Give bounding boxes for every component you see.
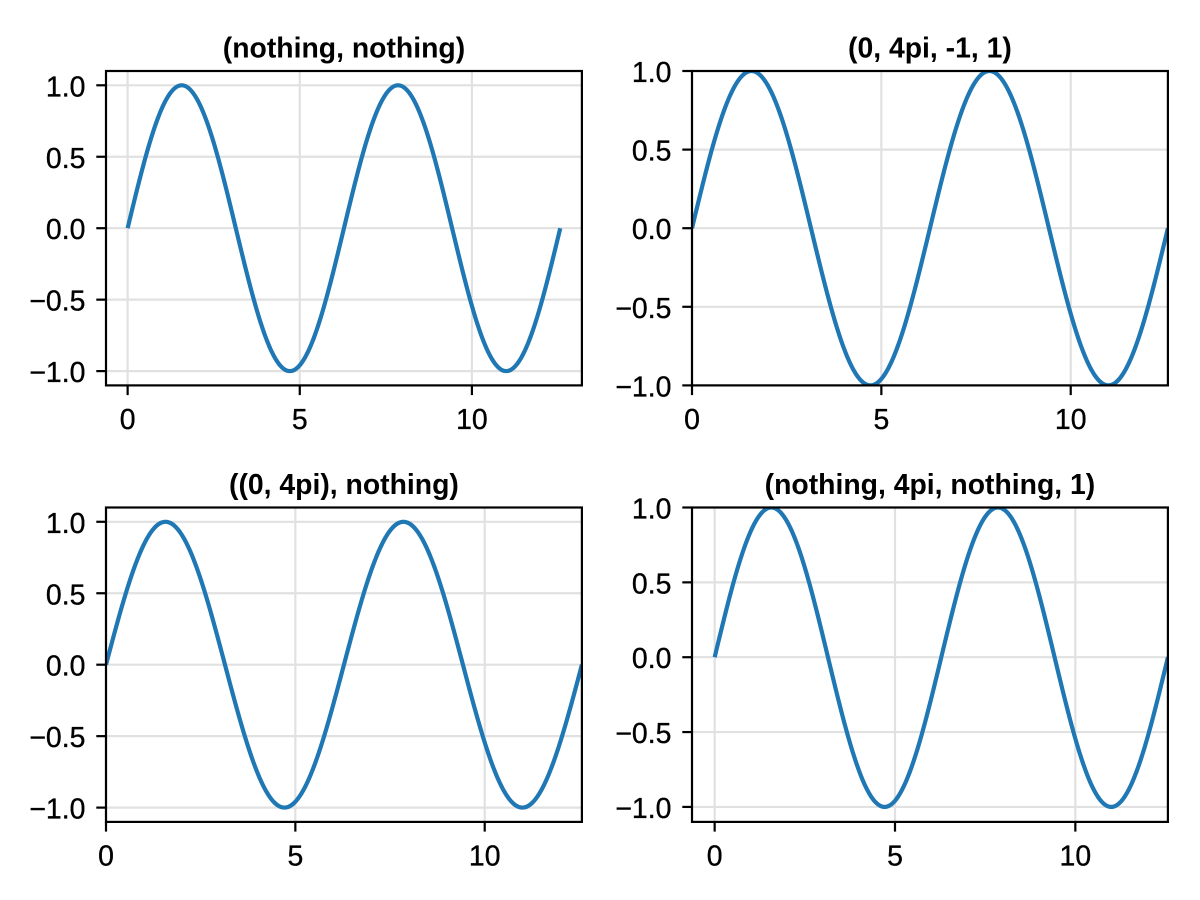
svg-text:−0.5: −0.5	[29, 722, 85, 754]
svg-text:0.5: 0.5	[632, 136, 671, 168]
svg-text:0.5: 0.5	[46, 579, 85, 611]
svg-text:−0.5: −0.5	[615, 718, 671, 750]
svg-text:1.0: 1.0	[632, 494, 671, 526]
svg-text:−1.0: −1.0	[29, 794, 85, 826]
svg-text:(nothing, nothing): (nothing, nothing)	[223, 33, 465, 65]
svg-text:5: 5	[887, 841, 903, 873]
svg-text:1.0: 1.0	[46, 71, 85, 103]
svg-text:0.0: 0.0	[46, 651, 85, 683]
svg-text:0: 0	[684, 404, 700, 436]
svg-text:1.0: 1.0	[632, 57, 671, 89]
svg-text:(0, 4pi, -1, 1): (0, 4pi, -1, 1)	[848, 33, 1012, 65]
svg-text:10: 10	[1060, 841, 1092, 873]
svg-text:−1.0: −1.0	[615, 793, 671, 825]
svg-text:−1.0: −1.0	[29, 357, 85, 389]
svg-text:−1.0: −1.0	[615, 371, 671, 403]
svg-text:0: 0	[120, 404, 136, 436]
svg-text:0.0: 0.0	[46, 214, 85, 246]
svg-text:10: 10	[456, 404, 488, 436]
svg-text:0.5: 0.5	[46, 143, 85, 175]
svg-text:0: 0	[98, 841, 114, 873]
svg-text:10: 10	[1055, 404, 1087, 436]
svg-text:1.0: 1.0	[46, 508, 85, 540]
svg-text:5: 5	[292, 404, 308, 436]
svg-text:5: 5	[287, 841, 303, 873]
svg-text:0.0: 0.0	[632, 214, 671, 246]
svg-text:−0.5: −0.5	[615, 293, 671, 325]
svg-text:0: 0	[707, 841, 723, 873]
svg-text:(nothing, 4pi, nothing, 1): (nothing, 4pi, nothing, 1)	[765, 469, 1096, 501]
svg-text:0.5: 0.5	[632, 568, 671, 600]
svg-text:10: 10	[469, 841, 501, 873]
svg-text:5: 5	[873, 404, 889, 436]
svg-text:−0.5: −0.5	[29, 286, 85, 318]
svg-text:0.0: 0.0	[632, 643, 671, 675]
svg-text:((0, 4pi), nothing): ((0, 4pi), nothing)	[229, 469, 459, 501]
